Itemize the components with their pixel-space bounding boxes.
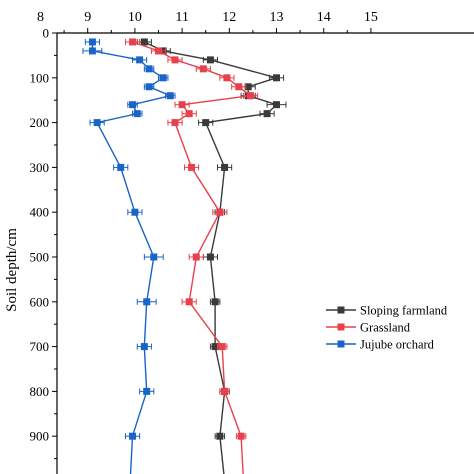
legend-label: Sloping farmland	[360, 304, 448, 318]
data-point	[221, 387, 229, 395]
data-point	[221, 163, 229, 171]
y-tick-label: 900	[30, 429, 50, 444]
data-point	[211, 298, 219, 306]
data-point	[143, 298, 151, 306]
series-layer	[82, 38, 287, 474]
data-point	[171, 119, 179, 127]
legend-label: Grassland	[360, 321, 411, 335]
y-tick-label: 600	[30, 294, 50, 309]
data-point	[136, 56, 144, 64]
y-tick-label: 300	[30, 160, 50, 175]
data-point	[140, 343, 148, 351]
data-point	[178, 101, 186, 109]
data-point	[185, 298, 193, 306]
data-point	[93, 119, 101, 127]
data-point	[131, 208, 139, 216]
y-tick-label: 800	[30, 384, 50, 399]
axes: 8 9 10 11 12 13 14 15 0 100 200 300 400 500 600 700 800 9…	[30, 10, 474, 474]
series-line	[132, 41, 253, 474]
data-point	[117, 163, 125, 171]
legend-item: Sloping farmland	[326, 304, 448, 318]
data-point	[133, 110, 141, 118]
data-point	[263, 110, 271, 118]
data-point	[145, 65, 153, 73]
data-point	[223, 74, 231, 82]
x-tick-label: 15	[364, 10, 378, 25]
data-point	[159, 74, 167, 82]
data-point	[171, 56, 179, 64]
data-point	[237, 432, 245, 440]
x-tick-label: 13	[270, 10, 284, 25]
x-tick-label: 9	[84, 10, 91, 25]
data-point	[150, 253, 158, 261]
series-grassland	[124, 38, 259, 474]
legend-marker	[337, 306, 345, 314]
y-axis-title: Soil depth/cm	[4, 228, 20, 312]
y-tick-label: 700	[30, 339, 50, 354]
data-point	[188, 163, 196, 171]
data-point	[235, 83, 243, 91]
data-point	[166, 92, 174, 100]
data-point	[185, 110, 193, 118]
y-tick-label: 400	[30, 205, 50, 220]
data-point	[145, 83, 153, 91]
data-point	[216, 432, 224, 440]
y-tick-label: 0	[43, 26, 50, 41]
data-point	[273, 74, 280, 82]
data-point	[199, 65, 207, 73]
data-point	[206, 56, 214, 64]
legend: Sloping farmland Grassland Jujube orchard	[326, 304, 448, 352]
data-point	[247, 92, 255, 100]
data-point	[202, 119, 210, 127]
legend-marker	[337, 340, 345, 348]
series-jujube-orchard	[82, 38, 176, 474]
data-point	[129, 38, 137, 46]
series-sloping-farmland	[136, 38, 287, 474]
x-tick-label: 10	[128, 10, 142, 25]
data-point	[88, 38, 96, 46]
data-point	[218, 343, 226, 351]
data-point	[211, 343, 219, 351]
data-point	[140, 38, 148, 46]
data-point	[143, 387, 151, 395]
data-point	[206, 253, 214, 261]
y-tick-label: 500	[30, 250, 50, 265]
data-point	[129, 432, 137, 440]
data-point	[273, 101, 280, 109]
legend-marker	[337, 323, 345, 331]
x-tick-label: 14	[317, 10, 331, 25]
y-tick-label: 200	[30, 115, 50, 130]
data-point	[216, 208, 224, 216]
x-tick-label: 11	[175, 10, 188, 25]
legend-label: Jujube orchard	[360, 338, 435, 352]
data-point	[244, 83, 252, 91]
data-point	[192, 253, 200, 261]
legend-item: Grassland	[326, 321, 411, 335]
x-tick-label: 12	[222, 10, 236, 25]
y-tick-label: 100	[30, 70, 50, 85]
x-tick-label: 8	[37, 10, 44, 25]
legend-item: Jujube orchard	[326, 338, 435, 352]
data-point	[88, 47, 96, 55]
data-point	[155, 47, 162, 55]
data-point	[129, 101, 137, 109]
